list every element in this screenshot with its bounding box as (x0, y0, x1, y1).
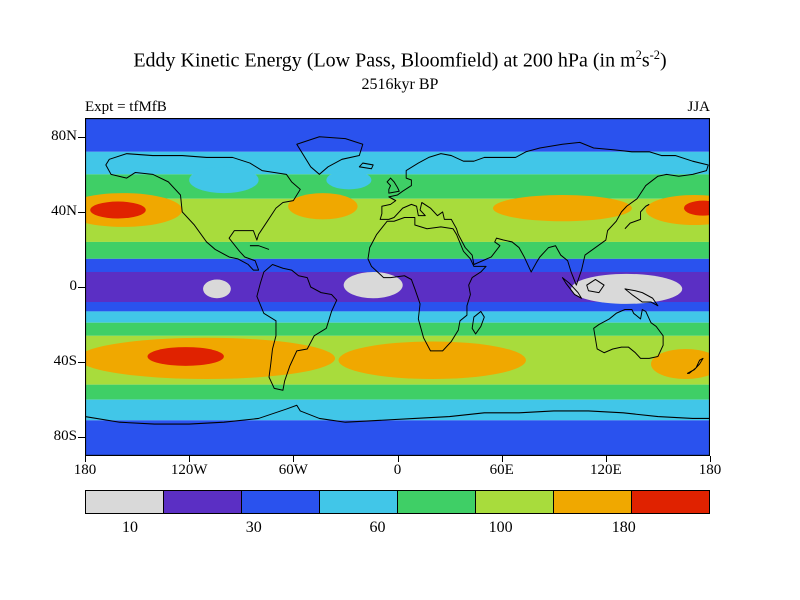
lon-tick-label: 120W (170, 462, 208, 478)
coastline-path (586, 278, 605, 294)
lat-tick-mark (78, 287, 85, 288)
contour-band (85, 399, 710, 421)
lon-tick-label: 60W (278, 462, 308, 478)
colorbar-swatch (397, 490, 476, 514)
coastline-path (296, 136, 364, 175)
lon-tick-label: 180 (73, 462, 97, 478)
coastline-path (379, 141, 709, 286)
lat-tick-mark (78, 437, 85, 439)
lat-tick-label: 0 (69, 278, 78, 294)
lat-tick-label: 40S (53, 353, 77, 370)
colorbar-swatch (241, 490, 320, 514)
colorbar-tick-label: 180 (611, 519, 636, 536)
lon-tick-mark (85, 456, 86, 462)
contour-blob (90, 201, 146, 219)
season-label: JJA (687, 99, 710, 115)
lon-tick-mark (189, 456, 191, 462)
lon-tick-label: 180 (698, 462, 722, 478)
contour-blob (147, 347, 224, 366)
lon-tick-mark (605, 456, 607, 462)
experiment-label: Expt = tfMfB (85, 99, 167, 115)
colorbar-tick-label: 60 (369, 519, 386, 536)
contour-band (85, 420, 710, 456)
coastline-path (471, 310, 485, 335)
coastline-path (386, 177, 400, 194)
colorbar-swatch (319, 490, 398, 514)
contour-blob (326, 170, 372, 190)
world-contour-map (85, 118, 710, 456)
colorbar-swatch (85, 490, 164, 514)
lon-tick-label: 0 (393, 462, 402, 478)
colorbar-swatch (475, 490, 554, 514)
lat-tick-mark (78, 211, 85, 213)
title-superscript: 2 (635, 48, 642, 62)
contour-band (85, 384, 710, 400)
colorbar-swatch (631, 490, 710, 514)
lat-tick-mark (78, 362, 85, 364)
title-superscript: -2 (649, 48, 660, 62)
coastline-path (624, 288, 659, 307)
coastline-path (686, 357, 704, 374)
lon-tick-mark (397, 456, 399, 462)
contour-blob (343, 271, 403, 299)
contour-band (85, 322, 710, 336)
colorbar-tick-label: 10 (122, 519, 138, 536)
colorbar-swatch (553, 490, 632, 514)
map-area (85, 118, 710, 456)
chart-title: Eddy Kinetic Energy (Low Pass, Bloomfiel… (133, 48, 667, 72)
coastline-path (561, 277, 583, 299)
contour-blob (189, 166, 259, 194)
contour-blob (203, 279, 231, 299)
contour-band (85, 311, 710, 323)
lat-tick-label: 80N (51, 127, 77, 144)
colorbar (85, 490, 710, 514)
coastline-path (593, 309, 664, 359)
lat-tick-label: 40N (51, 202, 77, 219)
contour-band (85, 118, 710, 152)
colorbar-tick-label: 30 (245, 519, 262, 536)
contour-blob (683, 200, 710, 216)
lat-tick-label: 80S (53, 428, 77, 445)
coastline-path (249, 245, 270, 250)
coastline-path (85, 404, 710, 425)
coastline-path (256, 263, 338, 391)
contour-blob (650, 348, 710, 380)
contour-blob (288, 193, 358, 220)
lon-tick-mark (710, 456, 711, 462)
contour-band (85, 241, 710, 259)
coastline-path (367, 217, 487, 352)
contour-blob (492, 194, 632, 222)
lon-tick-label: 60E (489, 462, 514, 478)
coastline-path (105, 153, 301, 271)
colorbar-swatch (163, 490, 242, 514)
colorbar-tick-label: 100 (488, 519, 513, 536)
coastline-path (358, 162, 374, 170)
contour-blob (338, 341, 526, 380)
lon-tick-label: 120E (589, 462, 622, 478)
lat-tick-mark (78, 136, 85, 138)
lon-tick-mark (293, 456, 295, 462)
chart-subtitle: 2516kyr BP (361, 76, 439, 93)
coastline-path (624, 203, 650, 230)
lon-tick-mark (501, 456, 503, 462)
